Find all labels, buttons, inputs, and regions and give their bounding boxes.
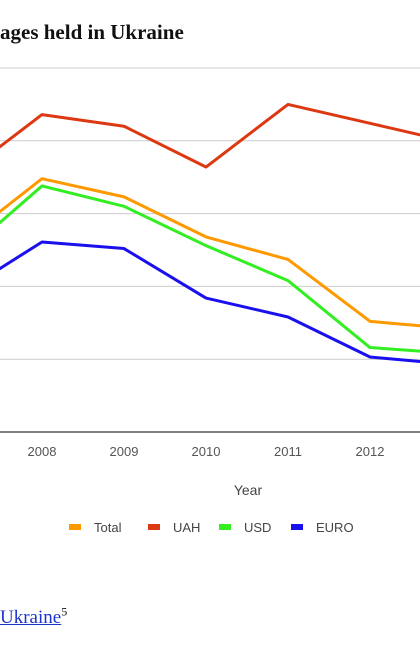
series-line-uah (0, 102, 420, 169)
x-tick-label: 2010 (192, 444, 221, 459)
legend-label-total: Total (94, 520, 122, 535)
x-tick-label: 2011 (274, 444, 302, 459)
legend-swatch-uah (148, 524, 160, 530)
x-tick-label: 2009 (110, 444, 139, 459)
x-axis-label: Year (234, 482, 263, 498)
legend-swatch-usd (219, 524, 231, 530)
series-line-usd (0, 184, 420, 353)
legend-swatch-total (69, 524, 81, 530)
x-axis-ticks: 2008 2009 2010 2011 2012 (28, 444, 385, 459)
legend-label-euro: EURO (316, 520, 354, 535)
footnote-ref[interactable]: 5 (61, 604, 68, 619)
legend-swatch-euro (291, 524, 303, 530)
legend-label-uah: UAH (173, 520, 200, 535)
series-lines (0, 102, 420, 363)
caption: Ukraine5 (0, 604, 68, 629)
ukraine-link[interactable]: Ukraine (0, 607, 62, 628)
line-chart: 2008 2009 2010 2011 2012 Year Total UAH USD EUR… (0, 67, 420, 535)
x-tick-label: 2008 (28, 444, 57, 459)
gridlines (0, 67, 420, 433)
series-line-euro (0, 240, 420, 363)
x-tick-label: 2012 (356, 444, 385, 459)
chart-title: ages held in Ukraine (0, 20, 184, 44)
legend: Total UAH USD EURO (69, 520, 354, 535)
series-line-total (0, 177, 420, 328)
legend-label-usd: USD (244, 520, 271, 535)
